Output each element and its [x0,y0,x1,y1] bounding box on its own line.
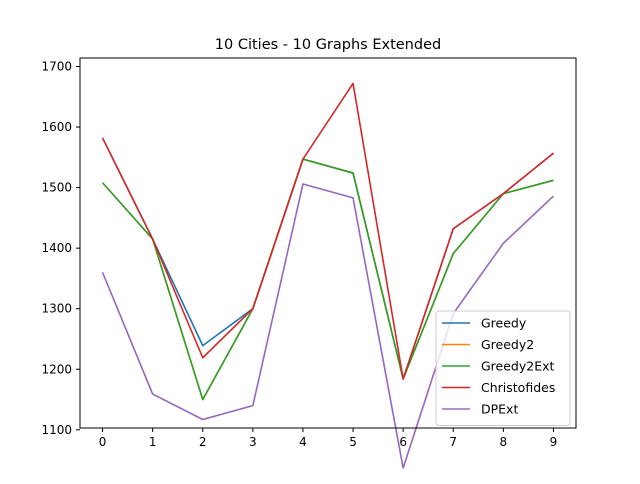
y-tick-label: 1700 [41,59,72,73]
y-tick-label: 1600 [41,120,72,134]
series-layer [101,82,554,469]
x-axis: 0 1 2 3 4 5 6 7 8 9 [99,428,558,449]
x-tick-label: 5 [349,435,357,449]
legend: Greedy Greedy2 Greedy2Ext Christofides DPExt [435,310,571,426]
x-tick-label: 2 [199,435,207,449]
x-tick-label: 1 [149,435,157,449]
chart-title: 10 Cities - 10 Graphs Extended [215,37,441,53]
series-line-christofides [101,82,554,380]
plot-frame [79,57,577,429]
x-tick-label: 4 [299,435,307,449]
legend-box [435,310,571,426]
y-axis: 1100 1200 1300 1400 1500 1600 1700 [41,59,80,437]
x-tick-label: 8 [500,435,508,449]
x-tick-label: 6 [399,435,407,449]
legend-label: Greedy2 [481,337,534,352]
legend-label: Greedy2Ext [481,359,555,374]
x-tick-label: 3 [249,435,257,449]
series-line-dpext [101,183,554,469]
legend-label: Christofides [481,380,555,395]
legend-label: Greedy [481,316,527,331]
x-tick-label: 7 [449,435,457,449]
y-tick-label: 1400 [41,241,72,255]
series-line-greedy2ext [101,158,554,401]
y-tick-label: 1500 [41,181,72,195]
legend-label: DPExt [481,402,518,417]
y-tick-label: 1100 [41,423,72,437]
y-tick-label: 1200 [41,362,72,376]
x-tick-label: 9 [550,435,558,449]
y-tick-label: 1300 [41,302,72,316]
x-tick-label: 0 [99,435,107,449]
